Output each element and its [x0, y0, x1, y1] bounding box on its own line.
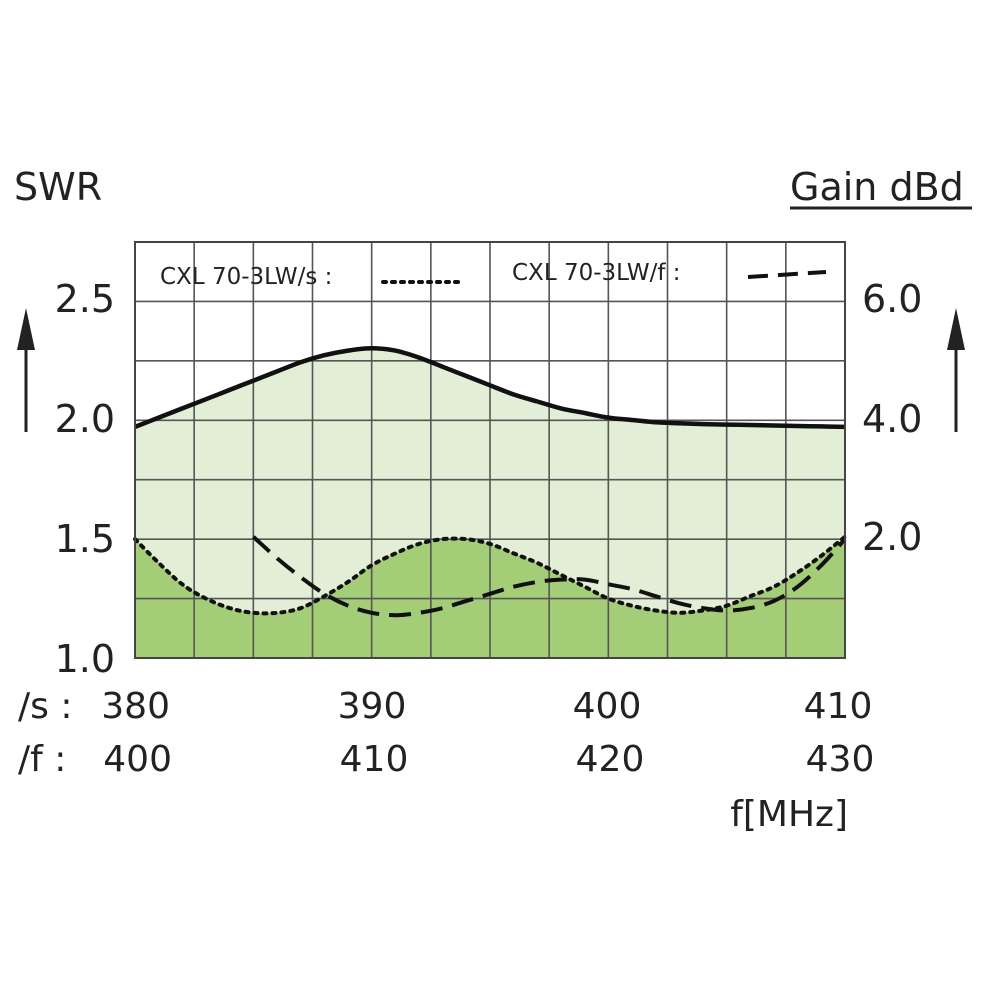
left-arrow-icon: [17, 308, 35, 432]
x-tick-label-s: 410: [804, 686, 873, 727]
x-tick-label-s: 390: [338, 686, 407, 727]
chart-grid: [135, 242, 845, 658]
left-tick-label: 2.5: [55, 277, 115, 321]
legend-label-f: CXL 70-3LW/f :: [512, 260, 681, 286]
right-tick-label: 4.0: [862, 397, 922, 441]
x-tick-label-f: 420: [576, 739, 645, 780]
plot-frame: [134, 241, 846, 659]
series-line-s: [133, 534, 847, 616]
left-tick-label: 1.0: [55, 637, 115, 681]
x-tick-label-f: 400: [103, 739, 172, 780]
legend-swatch-f: [747, 270, 827, 279]
series-line-f: [251, 535, 847, 618]
right-axis-label: Gain dBd: [790, 165, 964, 209]
right-tick-label: 2.0: [862, 515, 922, 559]
x-tick-label-s: 400: [573, 686, 642, 727]
right-arrow-icon: [947, 308, 965, 432]
left-tick-label: 1.5: [55, 517, 115, 561]
series-line-gain: [134, 346, 846, 430]
legend-label-s: CXL 70-3LW/s :: [160, 264, 332, 290]
left-axis-label: SWR: [14, 165, 102, 209]
x-tick-label-s: 380: [101, 686, 170, 727]
x-axis-label: f[MHz]: [730, 794, 848, 835]
chart-series: [133, 346, 847, 618]
left-tick-label: 2.0: [55, 397, 115, 441]
right-tick-label: 6.0: [862, 277, 922, 321]
x-row-prefix-s: /s :: [18, 686, 72, 727]
x-tick-label-f: 410: [340, 739, 409, 780]
x-tick-label-f: 430: [806, 739, 875, 780]
x-row-prefix-f: /f :: [18, 739, 66, 780]
